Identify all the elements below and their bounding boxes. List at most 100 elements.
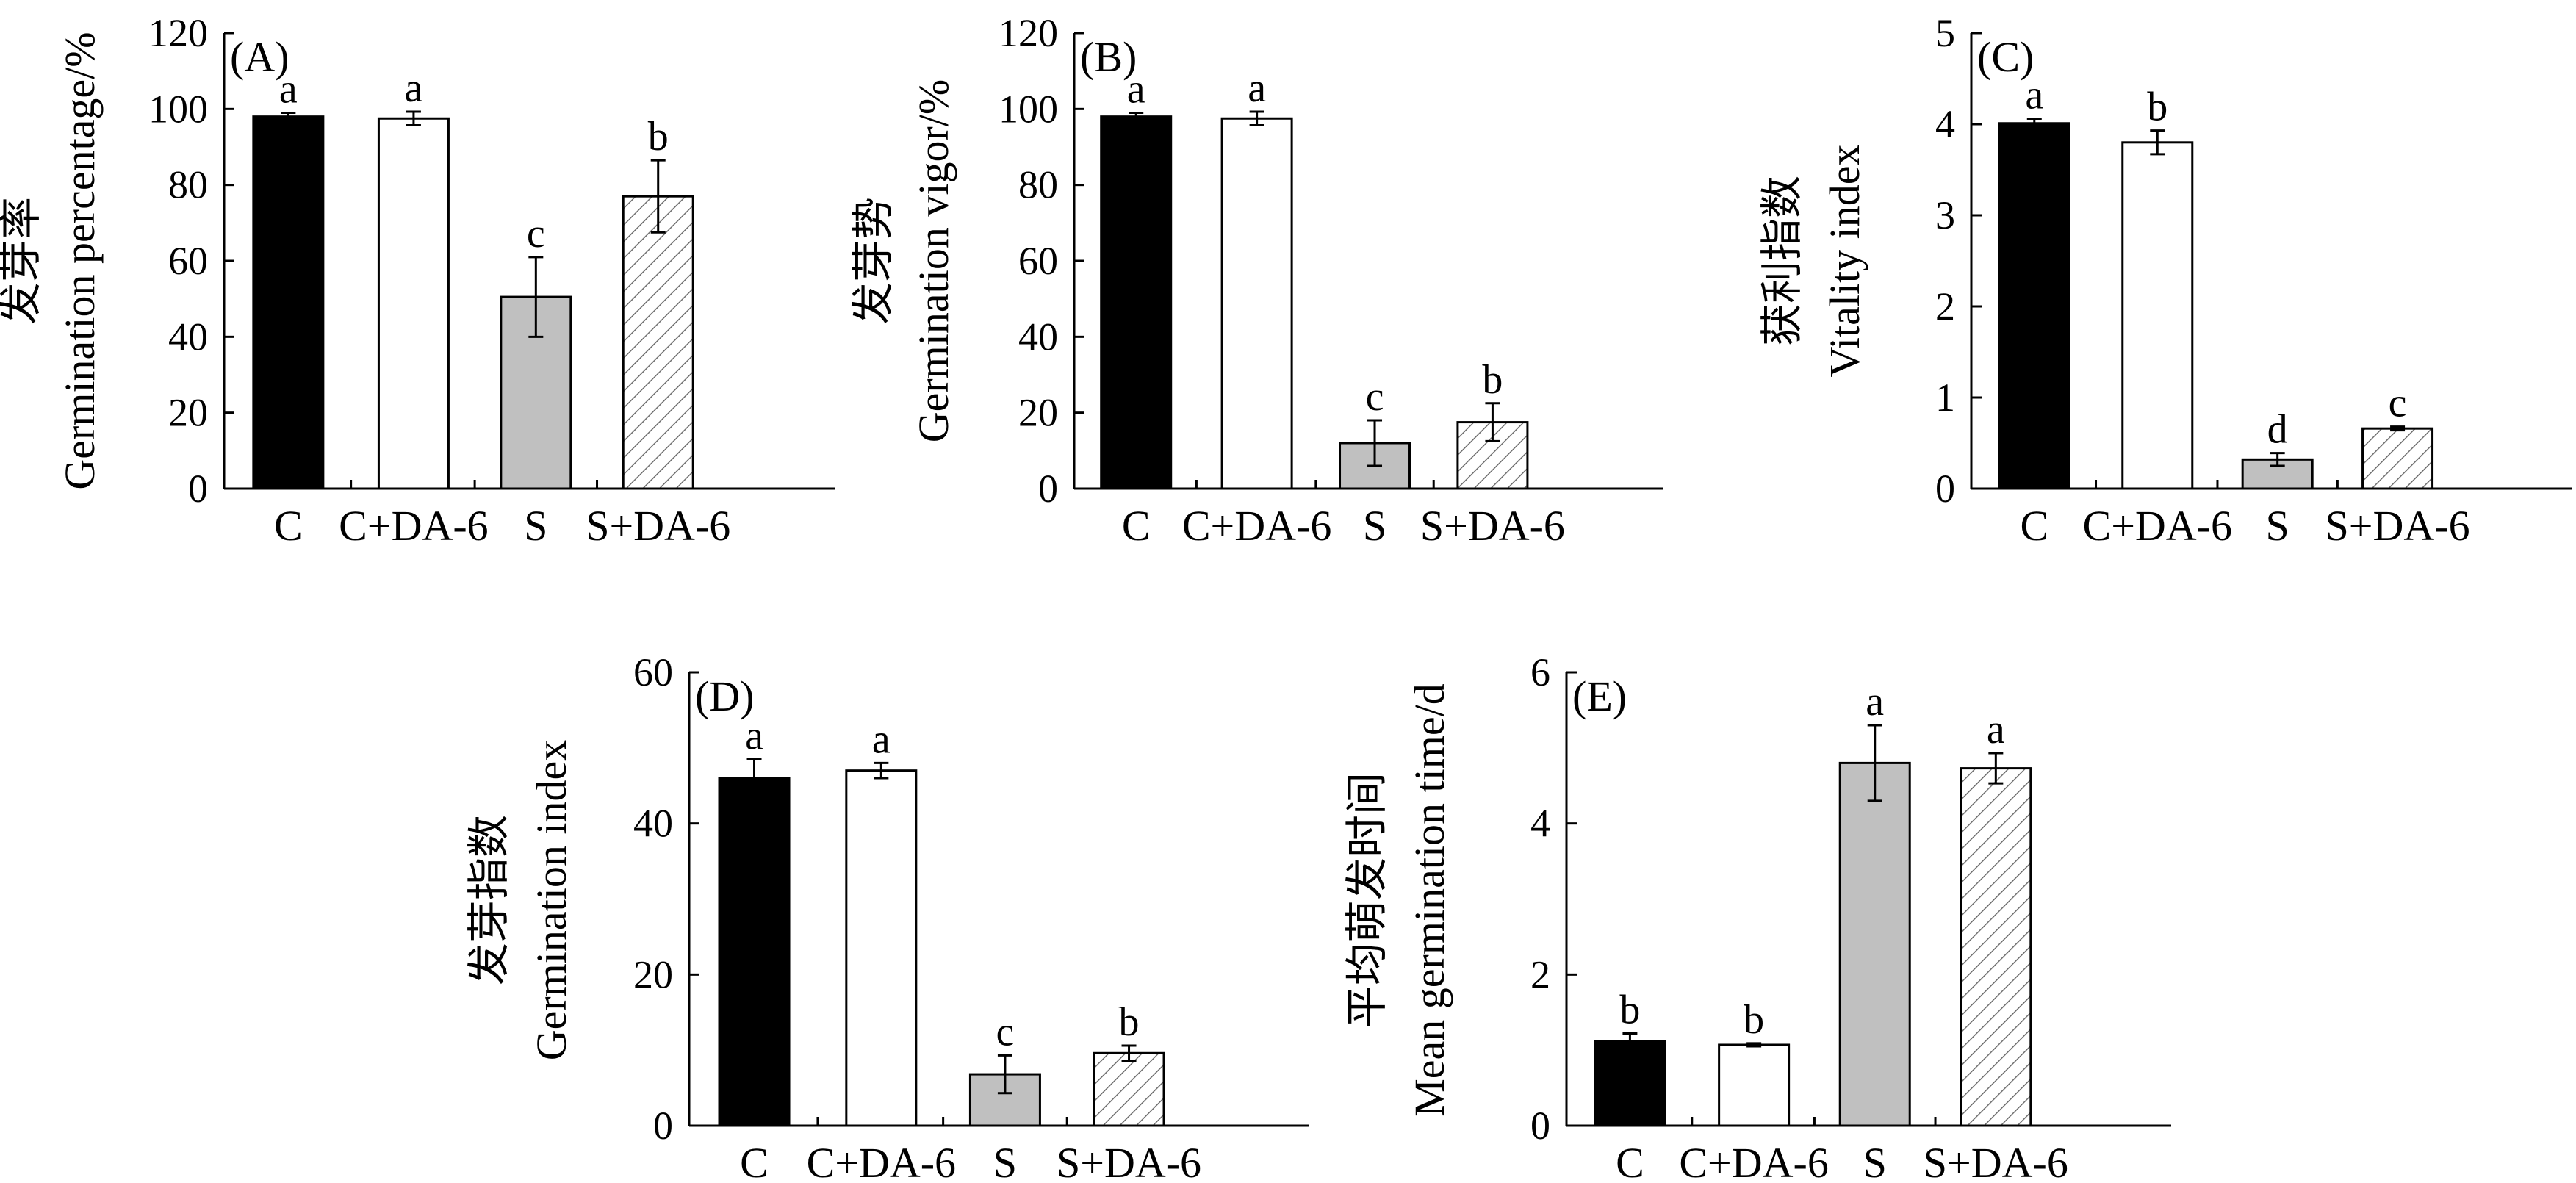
y-tick-label: 80 — [1018, 163, 1058, 207]
bar-c-c-plus-da-6 — [2121, 141, 2194, 490]
significance-letter: a — [1127, 67, 1145, 112]
y-tick-label: 0 — [1935, 467, 1955, 511]
error-bar — [2270, 452, 2285, 467]
error-bar — [874, 761, 889, 780]
bar-e-s — [1838, 761, 1911, 1127]
y-tick-label: 40 — [1018, 314, 1058, 359]
category-label: S — [1363, 502, 1386, 550]
chart-panel-c: 0 1 2 3 4 5 a Cb C+DA-6 d Sc S+DA-6 (C) 获利指数 Vitality … — [1758, 11, 2572, 550]
y-axis-title-zh: 发芽指数 — [465, 815, 513, 985]
error-bar — [1988, 752, 2004, 785]
error-bar — [1249, 110, 1264, 127]
significance-letter: a — [872, 716, 891, 762]
category-label: C+DA-6 — [1182, 502, 1331, 550]
significance-letter: a — [404, 65, 422, 111]
y-tick-label: 3 — [1935, 193, 1955, 237]
category-label: S+DA-6 — [1420, 502, 1565, 550]
significance-letter: c — [996, 1009, 1015, 1054]
category-label: C — [1616, 1139, 1644, 1183]
bar-d-s-plus-da-6 — [1093, 1051, 1165, 1127]
category-label: C — [740, 1139, 769, 1183]
y-axis-title-en: Germination vigor/% — [910, 79, 957, 443]
category-label: C+DA-6 — [1679, 1139, 1828, 1183]
panel-label: (E) — [1572, 672, 1627, 720]
error-bar — [2026, 118, 2042, 129]
y-tick-label: 40 — [633, 802, 673, 846]
significance-letter: c — [1366, 374, 1384, 420]
y-tick-label: 80 — [168, 163, 208, 207]
error-bar — [997, 1054, 1012, 1095]
category-label: S — [993, 1139, 1017, 1183]
panel-label: (D) — [695, 672, 755, 720]
y-tick-label: 60 — [633, 650, 673, 694]
y-axis-title-zh: 发芽势 — [849, 197, 897, 325]
error-bar — [2390, 425, 2406, 432]
y-tick-label: 0 — [188, 467, 208, 511]
y-tick-label: 120 — [148, 11, 208, 55]
significance-letter: b — [1619, 988, 1640, 1033]
category-label: C — [1122, 502, 1151, 550]
significance-letter: a — [1248, 65, 1266, 111]
y-tick-label: 100 — [999, 87, 1058, 131]
y-tick-label: 40 — [168, 314, 208, 359]
error-bar — [1746, 1042, 1762, 1048]
category-label: S+DA-6 — [1057, 1139, 1201, 1183]
y-tick-label: 20 — [1018, 391, 1058, 435]
category-label: S — [2266, 502, 2289, 550]
significance-letter: b — [1482, 357, 1503, 403]
error-bar — [528, 256, 544, 338]
y-axis-title-zh: 平均萌发时间 — [1343, 772, 1391, 1028]
significance-letter: b — [648, 114, 669, 159]
significance-letter: b — [2147, 84, 2167, 130]
category-label: S+DA-6 — [2325, 502, 2470, 550]
y-tick-label: 4 — [1530, 802, 1550, 846]
error-bar — [406, 110, 421, 127]
significance-letter: a — [1987, 707, 2005, 752]
y-axis-title-en: Germination percentage/% — [56, 32, 104, 489]
error-bar — [1622, 1032, 1638, 1050]
y-tick-label: 120 — [999, 11, 1058, 55]
y-axis-title-en: Mean germination time/d — [1406, 683, 1453, 1117]
category-label: C+DA-6 — [807, 1139, 956, 1183]
bar-d-c — [718, 777, 791, 1127]
bar-e-c-plus-da-6 — [1718, 1043, 1791, 1127]
category-label: S+DA-6 — [586, 502, 730, 550]
bar-e-c — [1594, 1040, 1666, 1127]
y-axis-title-zh: 获利指数 — [1758, 176, 1806, 346]
y-axis-title-en: Vitality index — [1821, 144, 1868, 377]
y-tick-label: 1 — [1935, 375, 1955, 420]
bar-c-s-plus-da-6 — [2361, 427, 2434, 490]
y-tick-label: 100 — [148, 87, 208, 131]
significance-letter: c — [527, 211, 545, 256]
bar-e-s-plus-da-6 — [1960, 767, 2032, 1127]
y-tick-label: 4 — [1935, 102, 1955, 146]
category-label: C+DA-6 — [2083, 502, 2232, 550]
y-tick-label: 60 — [1018, 239, 1058, 283]
bar-d-c-plus-da-6 — [845, 769, 918, 1127]
error-bar — [1367, 419, 1383, 467]
bar-b-c — [1100, 115, 1173, 490]
error-bar — [281, 112, 296, 122]
error-bar — [1129, 112, 1144, 122]
y-tick-label: 60 — [168, 239, 208, 283]
y-tick-label: 2 — [1935, 284, 1955, 328]
y-tick-label: 5 — [1935, 11, 1955, 55]
error-bar — [2150, 129, 2165, 156]
bar-a-c — [252, 115, 325, 490]
significance-letter: b — [1119, 999, 1140, 1045]
category-label: C+DA-6 — [339, 502, 488, 550]
bar-a-c-plus-da-6 — [377, 117, 450, 490]
error-bar — [1485, 402, 1500, 442]
chart-panel-b: 0 20 40 60 80 100 120 a Ca C+DA-6 c Sb S+DA-6 (B) 发芽势 G… — [849, 11, 1663, 550]
y-tick-label: 0 — [1038, 467, 1058, 511]
chart-panel-e: 0 2 4 6 b Cb C+DA-6 a Sa S+DA-6 (E) 平均萌发时间 Mean germ… — [1343, 650, 2171, 1183]
y-tick-label: 20 — [168, 391, 208, 435]
significance-letter: a — [1866, 679, 1884, 724]
category-label: S — [1863, 1139, 1887, 1183]
error-bar — [650, 159, 666, 234]
bar-c-c — [1998, 122, 2070, 490]
y-tick-label: 0 — [653, 1104, 673, 1148]
y-tick-label: 2 — [1530, 952, 1550, 996]
